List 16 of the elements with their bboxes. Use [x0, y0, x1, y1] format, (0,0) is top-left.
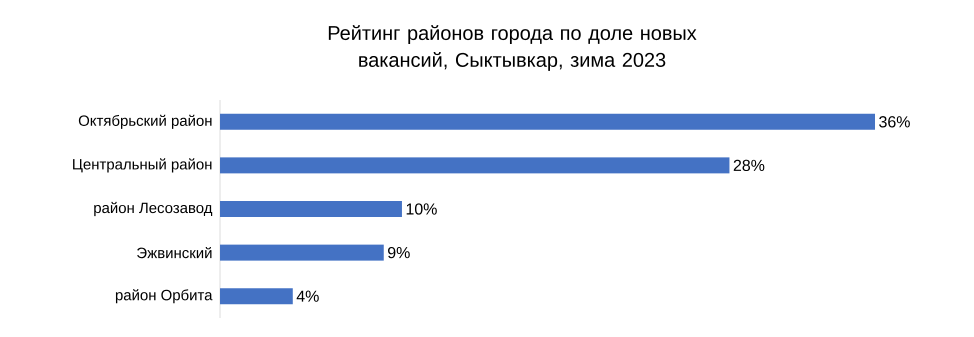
y-tick-label: район Лесозавод [94, 202, 212, 216]
data-label: 4% [296, 290, 319, 302]
bar [220, 114, 876, 130]
y-tick-label: район Орбита [116, 289, 212, 304]
chart-title: Рейтинг районов города по доле новых вакансий, Сыктывкар, зима 2023 [328, 25, 697, 71]
data-label: 28% [734, 160, 764, 172]
bar [220, 157, 730, 174]
bar [220, 244, 384, 261]
y-tick-label: Октябрьский район [78, 114, 212, 129]
bar [220, 288, 293, 304]
data-label: 9% [388, 246, 410, 258]
data-label: 36% [879, 116, 910, 128]
bar [220, 201, 402, 217]
y-tick-label: Эжвинский [137, 246, 212, 258]
data-label: 10% [406, 203, 437, 215]
y-tick-label: Центральный район [73, 158, 212, 172]
